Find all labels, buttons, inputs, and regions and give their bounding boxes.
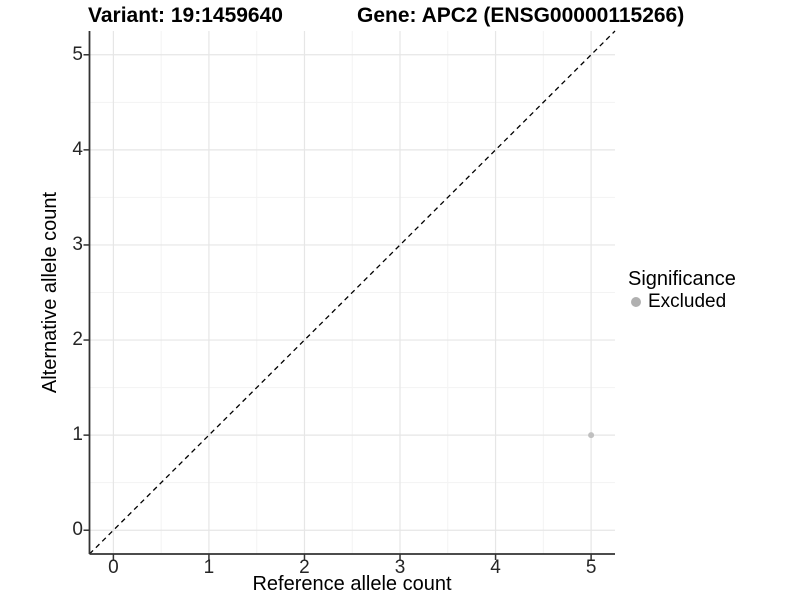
legend-item-label: Excluded [648,291,727,312]
x-tick-label: 4 [490,557,501,578]
x-tick-label: 0 [108,557,119,578]
legend-item-excluded: Excluded [631,291,726,313]
x-tick-label: 1 [203,557,215,578]
y-tick-label: 2 [72,329,83,351]
y-tick-label: 0 [72,519,83,541]
x-tick-label: 5 [585,557,597,578]
legend-point-icon [631,297,641,307]
data-point [588,432,595,439]
y-tick-label: 3 [72,233,83,255]
x-axis-title: Reference allele count [252,573,452,595]
y-axis-title: Alternative allele count [39,191,61,394]
legend-title: Significance [628,268,736,290]
plot-title-variant: Variant: 19:1459640 [88,4,283,27]
y-tick-label: 1 [72,424,83,446]
plot-title-gene: Gene: APC2 (ENSG00000115266) [357,4,685,27]
x-tick-label: 3 [394,557,406,578]
y-tick-label: 4 [72,138,83,160]
x-tick-label: 2 [299,557,310,578]
identity-dashed-line [89,30,616,555]
y-tick-label: 5 [72,43,83,65]
